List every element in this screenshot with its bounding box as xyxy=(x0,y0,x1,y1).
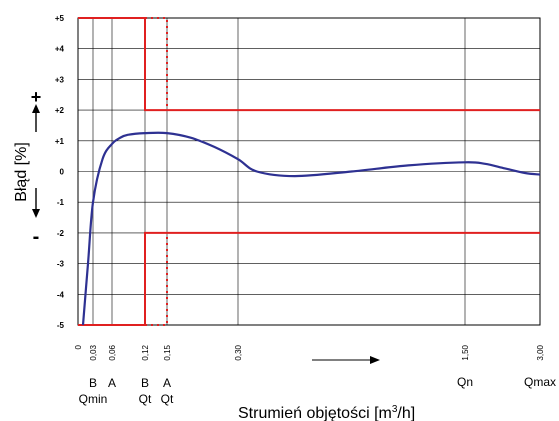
y-tick-label: -1 xyxy=(57,198,65,207)
y-tick-label: -2 xyxy=(57,229,65,238)
y-tick-label: 0 xyxy=(60,168,65,177)
marker-letter: B xyxy=(141,376,149,390)
x-tick-label: 0 xyxy=(74,344,83,349)
y-tick-label: +4 xyxy=(55,45,65,54)
x-axis-title-main: Strumień objętości [m xyxy=(238,405,392,421)
lower-limit-line-A xyxy=(145,232,168,326)
marker-letter: A xyxy=(108,376,116,390)
marker-letter: B xyxy=(89,376,97,390)
x-tick-label: 0,03 xyxy=(89,344,98,360)
x-tick-label: 0,15 xyxy=(163,344,172,360)
y-tick-label: -4 xyxy=(57,290,65,299)
y-tick-label: -5 xyxy=(57,321,65,330)
upper-limit-line-A xyxy=(145,17,168,111)
marker-name: Qt xyxy=(161,392,174,406)
x-tick-label: 1,50 xyxy=(461,344,470,360)
y-tick-label: +3 xyxy=(55,75,65,84)
upper-limit-line-B xyxy=(78,17,540,112)
y-axis-title: Błąd [%] xyxy=(13,142,30,202)
x-tick-label: 0,12 xyxy=(141,344,150,360)
x-tick-label: 0,30 xyxy=(234,344,243,360)
marker-name: Qmin xyxy=(79,392,108,406)
x-axis-title: Strumień objętości [m3/h] xyxy=(238,404,415,421)
marker-name: Qn xyxy=(457,375,473,389)
minus-sign: - xyxy=(33,226,40,248)
error-curve-line xyxy=(81,131,541,326)
plus-sign: + xyxy=(31,87,42,107)
y-tick-label: +2 xyxy=(55,106,65,115)
y-tick-label: +5 xyxy=(55,14,65,23)
y-tick-label: +1 xyxy=(55,137,65,146)
lower-limit-line-B xyxy=(78,231,540,326)
plus-arrow-head xyxy=(32,104,40,113)
x-axis-title-end: /h] xyxy=(397,405,415,421)
marker-letter: A xyxy=(163,376,171,390)
x-axis-title-sup: 3 xyxy=(392,404,398,415)
x-tick-label: 0,06 xyxy=(108,344,117,360)
marker-name: Qt xyxy=(139,392,152,406)
x-tick-label: 3,00 xyxy=(536,344,545,360)
marker-name: Qmax xyxy=(524,375,556,389)
y-tick-label: -3 xyxy=(57,260,65,269)
minus-arrow-head xyxy=(32,209,40,218)
flow-arrow-head xyxy=(370,356,380,364)
